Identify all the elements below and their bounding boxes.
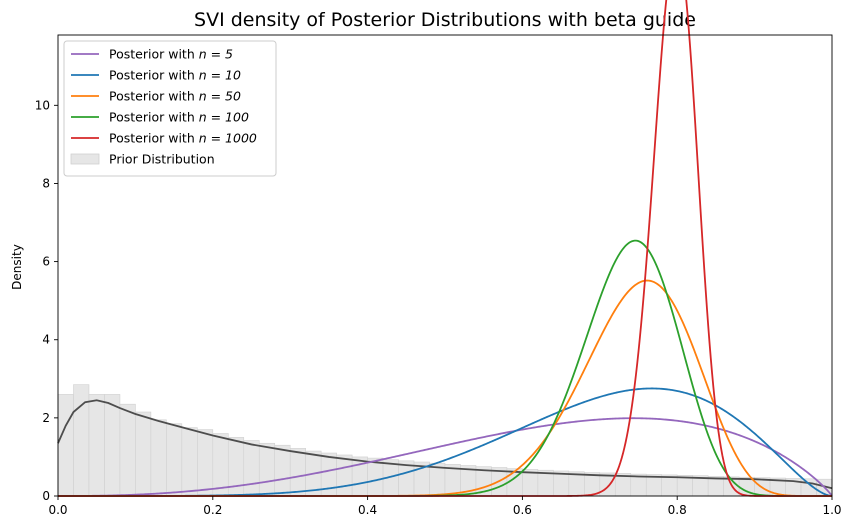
y-tick-label: 0	[42, 489, 50, 503]
legend-swatch	[70, 153, 100, 165]
chart-title: SVI density of Posterior Distributions w…	[194, 9, 696, 31]
prior-hist-bar	[135, 411, 152, 497]
prior-hist-bar	[150, 419, 167, 497]
prior-hist-bar	[197, 429, 214, 497]
x-tick-label: 0.2	[203, 503, 222, 517]
prior-hist-bar	[367, 457, 384, 497]
legend-label: Posterior with n = 1000	[109, 131, 257, 146]
y-tick-label: 8	[42, 176, 50, 190]
prior-hist-bar	[88, 394, 105, 497]
x-tick-label: 0.8	[668, 503, 687, 517]
prior-hist-bar	[119, 403, 136, 497]
legend-label: Prior Distribution	[109, 152, 215, 167]
legend-label: Posterior with n = 100	[109, 110, 249, 125]
y-tick-label: 10	[35, 98, 50, 112]
prior-hist-bar	[104, 394, 121, 497]
x-tick-label: 0.4	[358, 503, 377, 517]
prior-hist-bar	[243, 440, 260, 497]
legend-box	[63, 40, 277, 177]
y-axis-label: Density	[10, 244, 24, 290]
series-line	[58, 417, 833, 497]
prior-hist-bar	[274, 444, 291, 497]
legend: Posterior with n = 5 Posterior with n = 1…	[63, 40, 277, 177]
prior-hist-bar	[289, 448, 306, 497]
prior-hist-bar	[166, 423, 183, 497]
y-axis: 0 2 4 6 8 10	[35, 98, 58, 503]
plot-frame	[57, 34, 833, 497]
legend-label: Posterior with n = 50	[109, 89, 241, 104]
x-tick-label: 1.0	[822, 503, 841, 517]
prior-kde	[57, 399, 833, 490]
y-tick-label: 2	[42, 411, 50, 425]
legend-label: Posterior with n = 5	[109, 47, 233, 62]
x-tick-label: 0.6	[513, 503, 532, 517]
x-tick-label: 0.0	[48, 503, 67, 517]
x-axis: 0.0 0.2 0.4 0.6 0.8 1.0	[48, 496, 842, 517]
prior-hist-bar	[57, 394, 74, 497]
y-tick-label: 6	[42, 255, 50, 269]
prior-hist-bar	[181, 427, 198, 497]
y-tick-label: 4	[42, 333, 50, 347]
prior-hist-bar	[336, 454, 353, 497]
prior-hist-bar	[258, 442, 276, 497]
prior-kde-line	[57, 399, 833, 490]
legend-label: Posterior with n = 10	[109, 68, 241, 83]
